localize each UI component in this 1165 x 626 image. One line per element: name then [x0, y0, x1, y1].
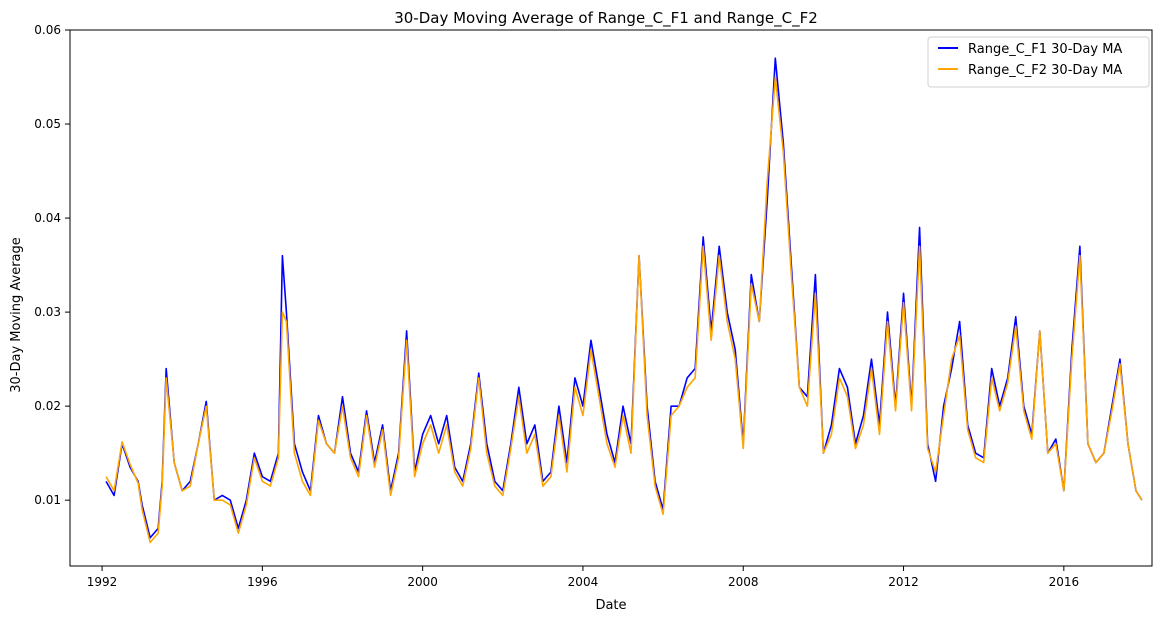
- axes-layer: [69, 29, 1153, 567]
- plot-frame: [69, 29, 1153, 567]
- chart-title: 30-Day Moving Average of Range_C_F1 and …: [394, 9, 818, 28]
- y-tick-label: 0.06: [34, 23, 61, 37]
- series-layer: [105, 57, 1143, 544]
- y-tick-label: 0.02: [34, 399, 61, 413]
- x-tick-label: 1992: [87, 575, 118, 589]
- y-tick-label: 0.04: [34, 211, 61, 225]
- x-tick-label: 2012: [888, 575, 919, 589]
- y-tick-label: 0.01: [34, 493, 61, 507]
- legend-label-range-c-f1: Range_C_F1 30-Day MA: [968, 42, 1122, 57]
- legend-box: [927, 36, 1150, 88]
- y-axis-label: 30-Day Moving Average: [9, 237, 24, 393]
- legend-label-range-c-f2: Range_C_F2 30-Day MA: [968, 63, 1122, 78]
- ticks-layer: 1992 1996 2000 2004 2008 2012 2016 0.01 0.02 0.03…: [34, 23, 1079, 589]
- series-line-range-c-f2: [105, 76, 1143, 544]
- x-tick-label: 2016: [1049, 575, 1080, 589]
- x-tick-label: 2008: [728, 575, 759, 589]
- y-tick-label: 0.03: [34, 305, 61, 319]
- x-tick-label: 2004: [568, 575, 599, 589]
- x-tick-label: 2000: [407, 575, 438, 589]
- legend: Range_C_F1 30-Day MA Range_C_F2 30-Day M…: [927, 36, 1150, 88]
- x-tick-label: 1996: [247, 575, 278, 589]
- x-axis-label: Date: [595, 598, 626, 613]
- y-tick-label: 0.05: [34, 117, 61, 131]
